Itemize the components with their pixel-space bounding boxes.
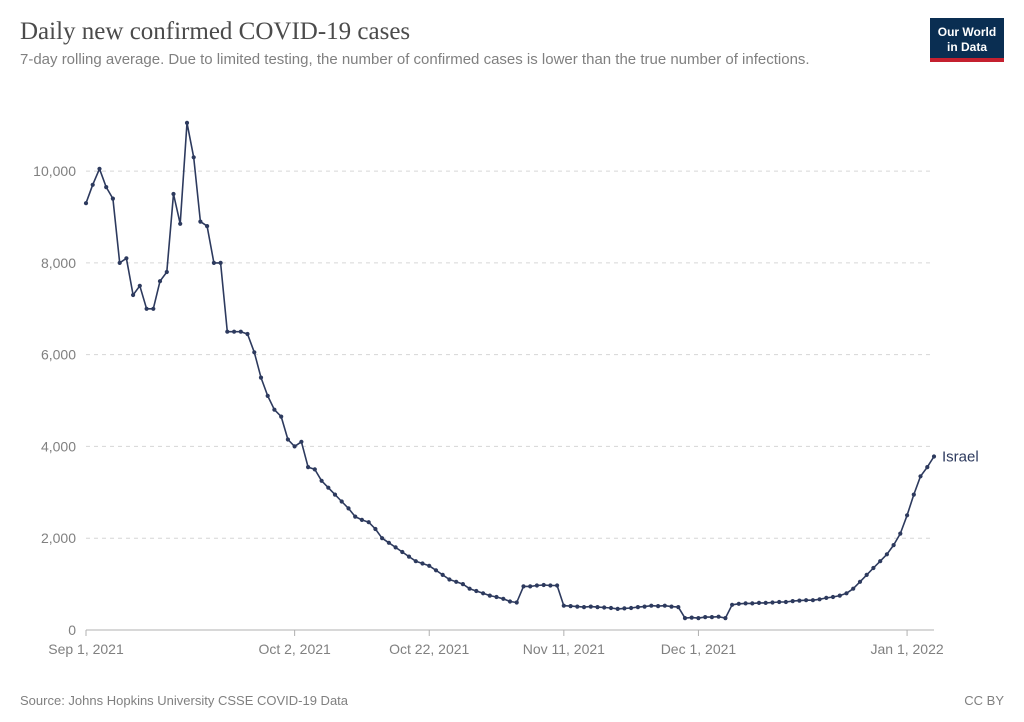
svg-text:Jan 1, 2022: Jan 1, 2022 bbox=[870, 641, 943, 657]
license-note: CC BY bbox=[964, 693, 1004, 708]
page-subtitle: 7-day rolling average. Due to limited te… bbox=[20, 50, 860, 70]
logo-line-2: in Data bbox=[947, 40, 987, 54]
source-note: Source: Johns Hopkins University CSSE CO… bbox=[20, 693, 348, 708]
svg-text:0: 0 bbox=[68, 622, 76, 638]
svg-text:Oct 2, 2021: Oct 2, 2021 bbox=[258, 641, 331, 657]
svg-text:10,000: 10,000 bbox=[33, 163, 76, 179]
svg-text:Oct 22, 2021: Oct 22, 2021 bbox=[389, 641, 469, 657]
page-title: Daily new confirmed COVID-19 cases bbox=[20, 18, 1004, 46]
svg-text:4,000: 4,000 bbox=[41, 438, 76, 454]
owid-logo: Our World in Data bbox=[930, 18, 1004, 62]
svg-text:6,000: 6,000 bbox=[41, 347, 76, 363]
svg-text:Sep 1, 2021: Sep 1, 2021 bbox=[48, 641, 124, 657]
svg-text:2,000: 2,000 bbox=[41, 530, 76, 546]
svg-text:8,000: 8,000 bbox=[41, 255, 76, 271]
svg-text:Israel: Israel bbox=[942, 449, 979, 466]
line-chart: 0 2,000 4,000 6,000 8,000 10,000 Sep 1, 2021 Oc… bbox=[20, 110, 1004, 672]
logo-line-1: Our World bbox=[938, 25, 996, 39]
chart-area: 0 2,000 4,000 6,000 8,000 10,000 Sep 1, 2021 Oc… bbox=[20, 110, 1004, 672]
svg-text:Dec 1, 2021: Dec 1, 2021 bbox=[661, 641, 737, 657]
svg-text:Nov 11, 2021: Nov 11, 2021 bbox=[523, 641, 605, 657]
